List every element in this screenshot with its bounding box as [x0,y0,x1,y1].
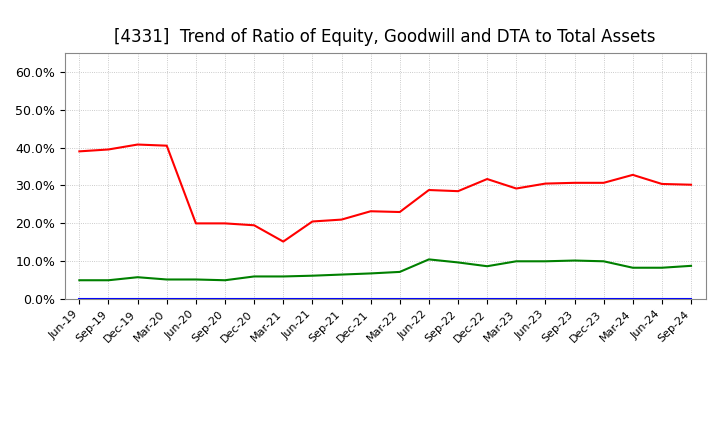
Equity [250,223,258,228]
Goodwill [512,296,521,301]
Goodwill [250,296,258,301]
Goodwill [541,296,550,301]
Deferred Tax Assets [657,265,666,270]
Deferred Tax Assets [425,257,433,262]
Goodwill [279,296,287,301]
Goodwill [570,296,579,301]
Deferred Tax Assets [483,264,492,269]
Equity [395,209,404,215]
Goodwill [483,296,492,301]
Equity [75,149,84,154]
Line: Deferred Tax Assets: Deferred Tax Assets [79,260,691,280]
Goodwill [425,296,433,301]
Deferred Tax Assets [192,277,200,282]
Equity [192,221,200,226]
Equity [483,176,492,182]
Goodwill [395,296,404,301]
Goodwill [104,296,113,301]
Equity [541,181,550,186]
Equity [629,172,637,177]
Equity [308,219,317,224]
Line: Equity: Equity [79,144,691,242]
Equity [570,180,579,186]
Goodwill [657,296,666,301]
Goodwill [133,296,142,301]
Deferred Tax Assets [75,278,84,283]
Deferred Tax Assets [454,260,462,265]
Equity [163,143,171,148]
Goodwill [163,296,171,301]
Deferred Tax Assets [337,272,346,277]
Deferred Tax Assets [570,258,579,263]
Equity [657,181,666,187]
Equity [425,187,433,193]
Equity [279,239,287,244]
Deferred Tax Assets [279,274,287,279]
Goodwill [366,296,375,301]
Equity [366,209,375,214]
Deferred Tax Assets [687,263,696,268]
Deferred Tax Assets [250,274,258,279]
Goodwill [220,296,229,301]
Deferred Tax Assets [104,278,113,283]
Deferred Tax Assets [629,265,637,270]
Deferred Tax Assets [133,275,142,280]
Equity [133,142,142,147]
Deferred Tax Assets [366,271,375,276]
Goodwill [454,296,462,301]
Title: [4331]  Trend of Ratio of Equity, Goodwill and DTA to Total Assets: [4331] Trend of Ratio of Equity, Goodwil… [114,28,656,46]
Equity [104,147,113,152]
Goodwill [629,296,637,301]
Goodwill [687,296,696,301]
Equity [687,182,696,187]
Deferred Tax Assets [512,259,521,264]
Deferred Tax Assets [541,259,550,264]
Deferred Tax Assets [395,269,404,275]
Goodwill [599,296,608,301]
Goodwill [337,296,346,301]
Equity [599,180,608,186]
Equity [337,217,346,222]
Equity [454,188,462,194]
Goodwill [75,296,84,301]
Deferred Tax Assets [308,273,317,279]
Deferred Tax Assets [220,278,229,283]
Equity [220,221,229,226]
Goodwill [192,296,200,301]
Deferred Tax Assets [599,259,608,264]
Deferred Tax Assets [163,277,171,282]
Goodwill [308,296,317,301]
Equity [512,186,521,191]
